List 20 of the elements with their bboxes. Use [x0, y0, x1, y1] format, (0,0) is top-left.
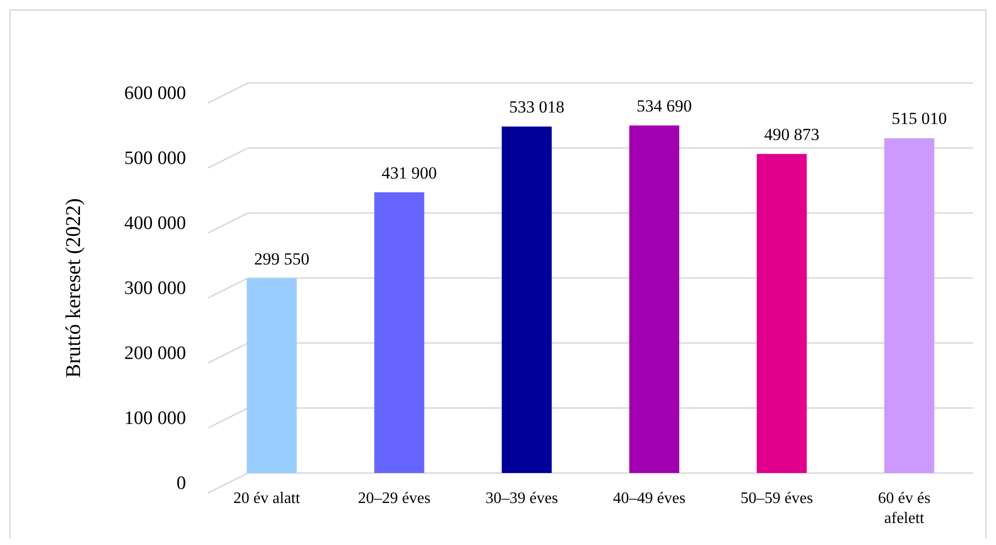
- x-tick-label: 30–39 éves: [486, 490, 558, 507]
- data-label: 534 690: [636, 96, 692, 116]
- x-tick-label: 50–59 éves: [740, 490, 813, 507]
- y-tick-label: 0: [176, 473, 186, 494]
- x-tick-label: 60 év és afelett: [878, 490, 930, 527]
- x-tick-label: 20–29 éves: [358, 490, 430, 507]
- data-label: 299 550: [254, 249, 310, 268]
- data-label: 533 018: [509, 98, 564, 117]
- y-tick-label: 200 000: [124, 343, 186, 364]
- y-axis-title: Bruttó kereset (2022): [61, 198, 85, 378]
- y-tick-label: 100 000: [124, 408, 186, 429]
- y-tick-label: 400 000: [124, 213, 186, 234]
- x-tick-label: 20 év alatt: [233, 490, 301, 507]
- data-label: 431 900: [382, 163, 437, 182]
- data-label: 515 010: [892, 109, 947, 128]
- y-tick-label: 600 000: [124, 83, 186, 104]
- x-tick-label: 40–49 éves: [613, 490, 686, 507]
- y-tick-label: 500 000: [124, 148, 186, 169]
- y-tick-label: 300 000: [124, 278, 186, 299]
- data-label: 490 873: [764, 124, 820, 144]
